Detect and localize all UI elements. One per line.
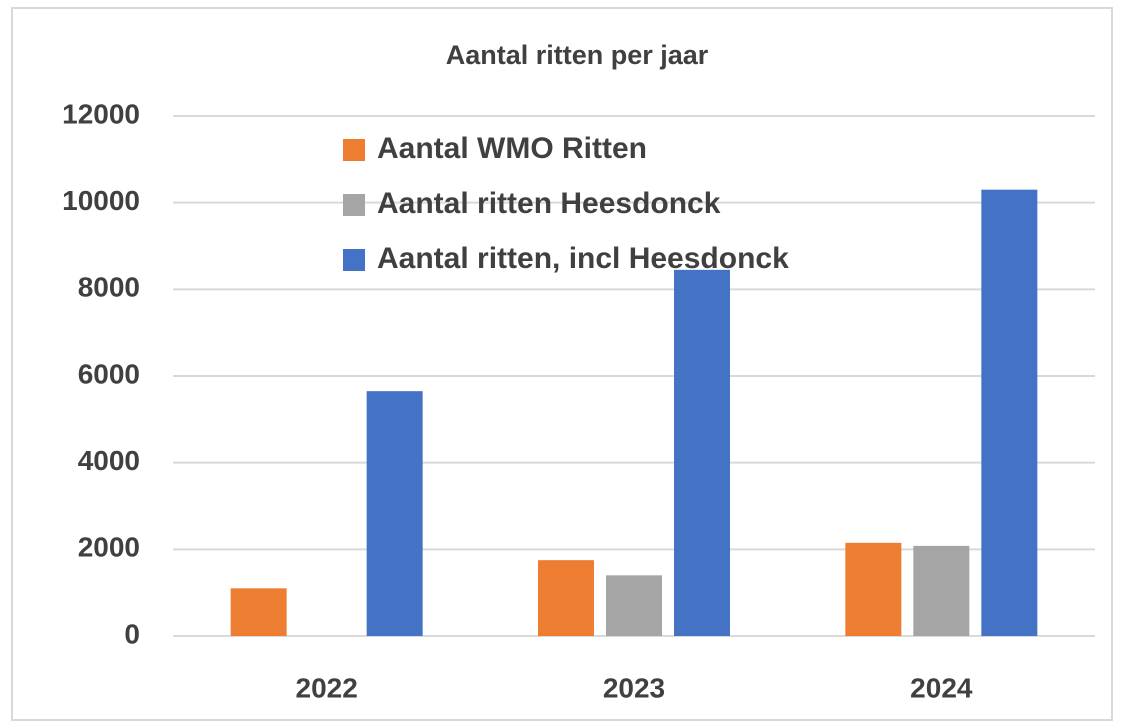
bar bbox=[606, 575, 662, 636]
y-tick-label: 12000 bbox=[62, 98, 140, 129]
y-tick-label: 4000 bbox=[78, 445, 140, 476]
bar bbox=[366, 391, 423, 636]
bar bbox=[913, 545, 970, 636]
legend-label: Aantal WMO Ritten bbox=[377, 132, 647, 165]
x-tick-label: 2023 bbox=[603, 672, 665, 703]
bar bbox=[845, 542, 902, 636]
x-tick-label: 2022 bbox=[296, 672, 358, 703]
legend-swatch bbox=[343, 139, 365, 161]
bar bbox=[674, 269, 730, 636]
legend-label: Aantal ritten Heesdonck bbox=[377, 187, 721, 220]
bar bbox=[230, 588, 287, 636]
bar bbox=[981, 189, 1038, 636]
y-tick-label: 2000 bbox=[78, 532, 140, 563]
y-tick-label: 6000 bbox=[78, 358, 140, 389]
legend-swatch bbox=[343, 194, 365, 216]
x-tick-label: 2024 bbox=[910, 672, 973, 703]
bar bbox=[538, 560, 594, 636]
y-tick-label: 8000 bbox=[78, 272, 140, 303]
legend-swatch bbox=[343, 249, 365, 271]
legend-label: Aantal ritten, incl Heesdonck bbox=[377, 242, 789, 275]
chart-title: Aantal ritten per jaar bbox=[446, 40, 709, 70]
y-tick-label: 0 bbox=[124, 618, 140, 649]
y-tick-label: 10000 bbox=[62, 185, 140, 216]
